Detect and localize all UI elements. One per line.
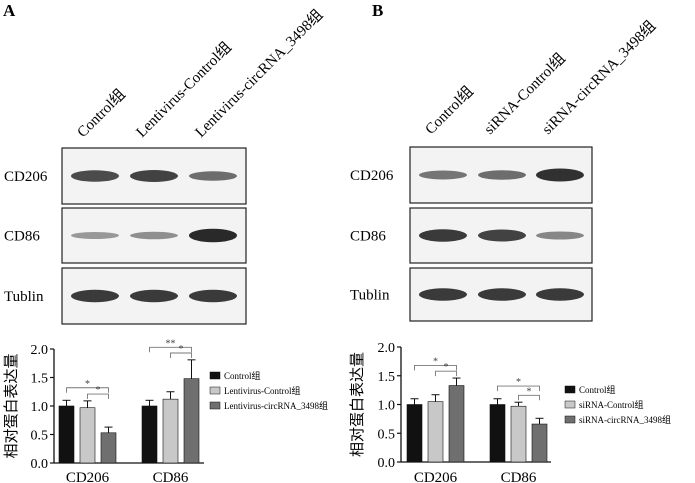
panel-a-blot-label: CD206 [4, 169, 48, 185]
panel-b-band [419, 288, 467, 301]
panel-b-blot-label: Tublin [350, 288, 390, 304]
panel-a-band [189, 289, 237, 303]
chart-a-y-tick-label: 2.0 [31, 343, 49, 358]
chart-b-y-tick-label: 1.0 [378, 399, 396, 414]
panel-b-blot-label: CD206 [350, 168, 394, 184]
chart-a-category-label: CD86 [153, 470, 189, 483]
chart-b-y-axis-label: 相对蛋白表达量 [349, 352, 366, 457]
chart-b-legend-label: siRNA-Control组 [579, 399, 644, 410]
chart-b-y-tick-label: 0.0 [378, 456, 396, 471]
chart-b-significance-bracket [414, 364, 457, 371]
chart-b-significance-label: * [433, 356, 438, 367]
chart-a-significance-bracket [149, 346, 192, 353]
panel-b-band [536, 288, 584, 301]
chart-b-significance-bracket [435, 370, 457, 377]
chart-a-legend-swatch [209, 371, 221, 380]
chart-a-significance-label: * [179, 344, 184, 355]
chart-b-bar [531, 423, 548, 463]
chart-b-significance-label: * [516, 377, 521, 388]
chart-b-bar [427, 401, 444, 463]
panel-b-lane-label: Control组 [422, 83, 477, 138]
panel-a-band [130, 231, 178, 240]
chart-a-y-tick-label: 0.5 [31, 429, 49, 444]
panel-b-lane-label: siRNA-circRNA_3498组 [539, 17, 659, 137]
chart-b-significance-label: * [444, 362, 449, 373]
chart-b-y-tick-label: 0.5 [378, 427, 396, 442]
chart-a-bar [79, 407, 96, 464]
panel-b-band [419, 229, 467, 242]
chart-a-legend-swatch [209, 386, 221, 395]
panel-b-band [478, 288, 526, 301]
panel-b-blot-label: CD86 [350, 229, 386, 245]
panel-a-band [130, 289, 178, 303]
chart-b-bar [489, 404, 506, 463]
panel-a-band [189, 171, 237, 181]
chart-b-y-tick-label: 2.0 [378, 341, 396, 356]
chart-a-significance-bracket [170, 352, 192, 358]
chart-a-y-tick-label: 1.5 [31, 372, 49, 387]
chart-a-significance-label: * [96, 385, 101, 396]
chart-a-bar [58, 405, 75, 464]
chart-b-significance-bracket [497, 385, 540, 392]
panel-b-band [478, 170, 526, 180]
chart-b-legend-label: Control组 [579, 384, 616, 395]
chart-a-bar [183, 378, 200, 464]
chart-b-bar [510, 405, 527, 463]
chart-b-y-tick-label: 1.5 [378, 370, 396, 385]
chart-a-y-tick-label: 1.0 [31, 400, 49, 415]
chart-a-legend-label: Lentivirus-circRNA_3498组 [224, 400, 328, 411]
panel-a-blot-label: CD86 [4, 229, 40, 245]
chart-a-category-label: CD206 [66, 470, 110, 483]
panel-letter-b: B [372, 1, 383, 20]
panel-a-band [71, 232, 119, 239]
chart-b-significance-bracket [518, 394, 540, 401]
chart-b-legend-swatch [564, 415, 576, 424]
chart-a-bar [141, 405, 158, 464]
panel-a-band [71, 289, 119, 303]
chart-a-legend-label: Control组 [224, 370, 261, 381]
panel-letter-a: A [3, 1, 16, 20]
chart-a-significance-label: * [85, 379, 90, 390]
panel-a-lane-label: Lentivirus-Control组 [133, 39, 235, 141]
chart-b-bar [448, 385, 465, 463]
chart-a-bar [162, 398, 179, 464]
chart-b-category-label: CD86 [501, 470, 537, 483]
panel-b-band [478, 229, 526, 242]
chart-a-y-axis-label: 相对蛋白表达量 [3, 353, 20, 458]
panel-a-lane-label: Control组 [74, 86, 129, 141]
chart-b-legend-swatch [564, 385, 576, 394]
panel-b-band [536, 231, 584, 240]
chart-a-significance-bracket [66, 387, 109, 393]
chart-b-significance-label: * [527, 386, 532, 397]
chart-b-legend-label: siRNA-circRNA_3498组 [579, 414, 671, 425]
chart-a-legend-label: Lentivirus-Control组 [224, 385, 301, 396]
panel-a-blot-label: Tublin [4, 289, 44, 305]
panel-a-band [189, 228, 237, 243]
chart-a-bar [100, 432, 117, 464]
chart-a-y-tick-label: 0.0 [31, 457, 49, 472]
chart-b-category-label: CD206 [414, 470, 458, 483]
panel-a-band [71, 170, 119, 182]
panel-b-band [419, 170, 467, 180]
chart-a-significance-bracket [87, 393, 109, 400]
panel-b-band [536, 168, 584, 182]
chart-b-legend-swatch [564, 400, 576, 409]
chart-a-significance-label: ** [166, 338, 176, 349]
chart-b-bar [406, 404, 423, 463]
panel-a-band [130, 170, 178, 182]
chart-a-legend-swatch [209, 401, 221, 410]
